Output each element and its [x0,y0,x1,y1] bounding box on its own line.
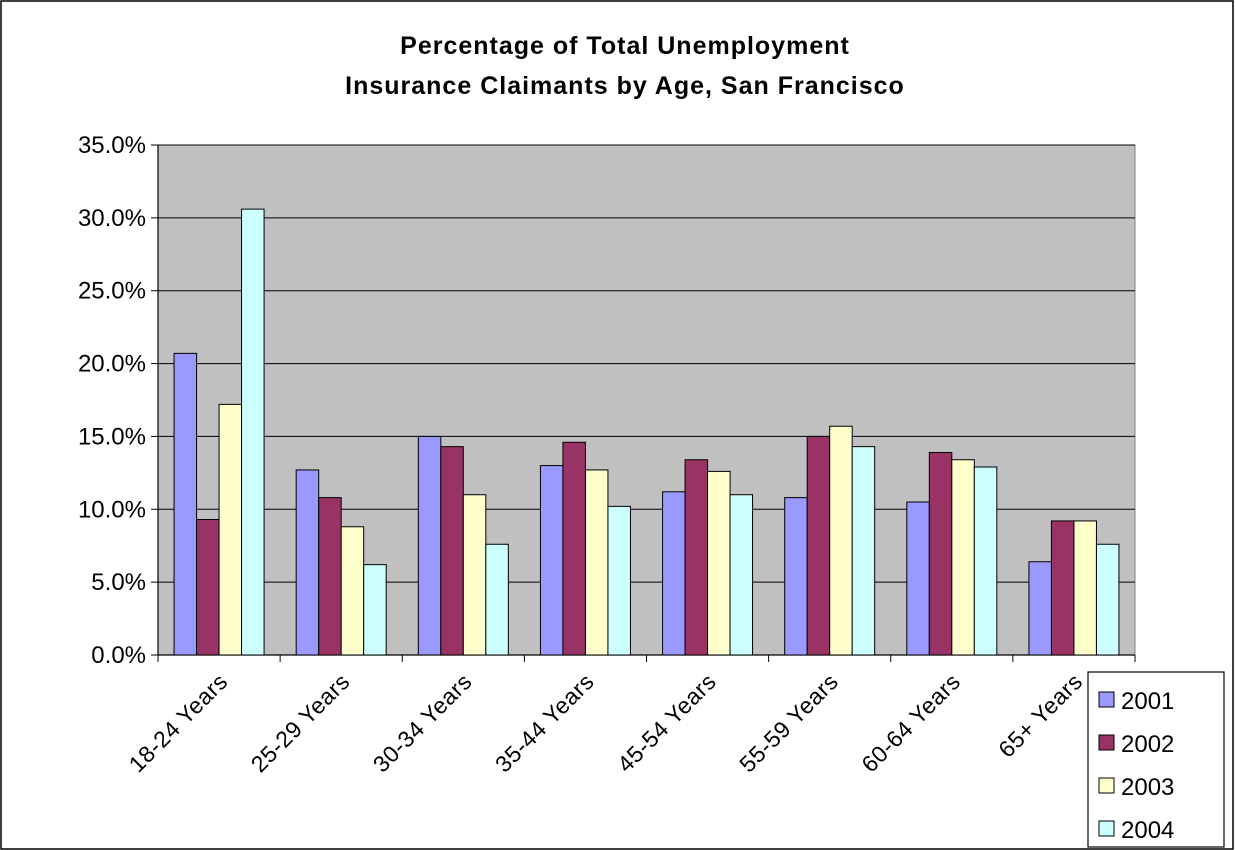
legend-label-2002: 2002 [1121,731,1174,758]
bar-2004-6 [973,466,998,656]
bar-2002-2 [440,446,464,656]
bar-2002-0 [196,518,220,656]
bar-2002-5 [806,435,831,656]
y-tick-label: 0.0% [91,642,146,669]
bar-2002-3 [562,441,586,656]
y-tick-label: 25.0% [78,278,146,305]
y-tick-label: 20.0% [78,351,146,378]
legend-swatch-2001 [1098,691,1115,708]
bar-2003-7 [1073,520,1097,656]
bar-2004-7 [1095,543,1120,656]
chart-title-line-1: Percentage of Total Unemployment [400,32,850,60]
bar-2001-4 [662,491,686,656]
bar-2002-4 [684,459,709,656]
legend: 2001 2002 2003 2004 [1087,671,1225,848]
legend-label-2001: 2001 [1121,688,1174,715]
y-tick-label: 15.0% [78,423,146,450]
bar-2004-3 [607,505,631,656]
legend-label-2003: 2003 [1121,774,1174,801]
bar-2001-2 [417,435,442,656]
legend-swatch-2003 [1098,777,1115,794]
bar-2003-2 [462,494,487,656]
y-tick-label: 35.0% [78,132,146,159]
bar-2001-6 [906,501,930,656]
bar-2001-7 [1028,561,1052,656]
bar-2001-0 [173,352,198,656]
legend-swatch-2002 [1098,734,1115,751]
bar-2004-4 [729,494,754,656]
bar-2003-0 [218,403,243,656]
bar-2003-3 [584,469,609,656]
legend-swatch-2004 [1098,820,1115,837]
bar-2002-1 [318,497,342,656]
bar-2004-2 [485,543,509,656]
legend-label-2004: 2004 [1121,817,1174,844]
bar-2001-3 [539,465,564,656]
bar-2003-5 [829,425,853,656]
bar-2002-6 [928,451,953,656]
y-tick-label: 10.0% [78,496,146,523]
bar-2003-4 [707,470,731,656]
bar-2003-1 [340,526,365,656]
y-tick-label: 5.0% [91,569,146,596]
bar-2004-1 [363,564,387,656]
bar-2004-0 [241,208,265,656]
y-tick-label: 30.0% [78,205,146,232]
bar-2001-1 [295,469,320,656]
bar-2002-7 [1050,520,1075,656]
bar-2001-5 [784,497,808,656]
bar-2004-5 [851,446,876,656]
chart-title-line-2: Insurance Claimants by Age, San Francisc… [345,72,905,100]
bar-2003-6 [951,459,975,656]
